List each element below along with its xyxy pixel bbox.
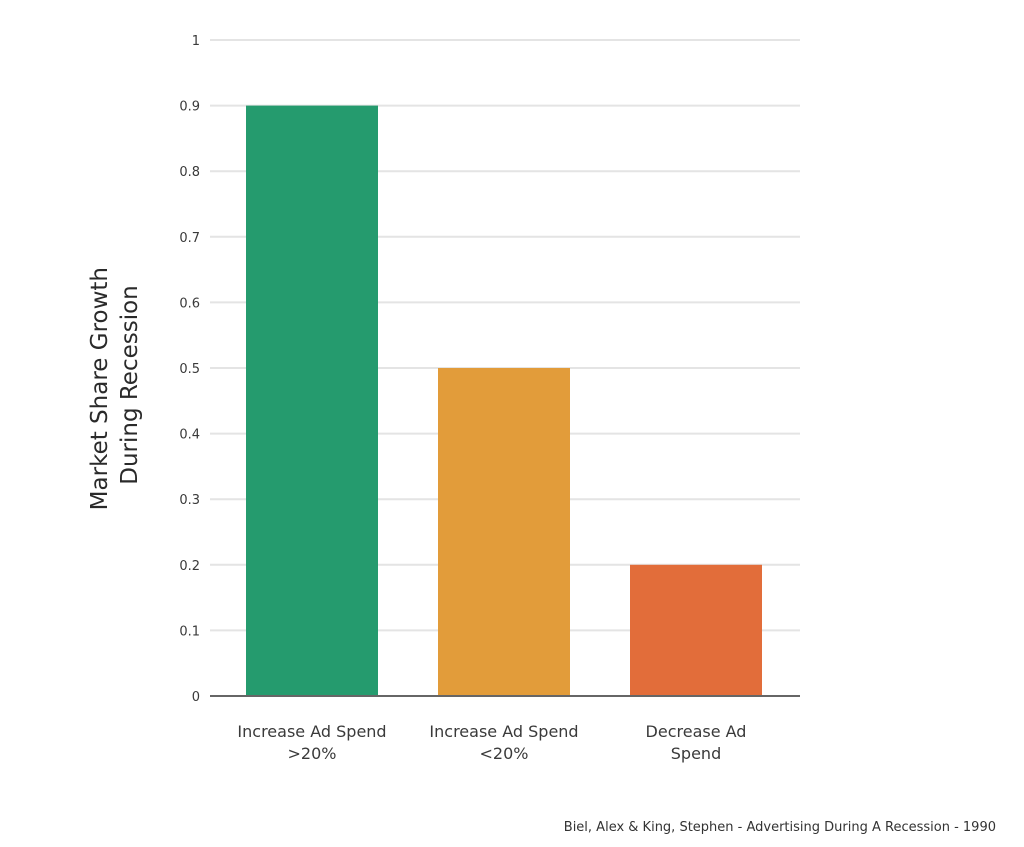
bar [246,105,378,697]
y-axis-title: Market Share Growth During Recession [87,260,143,511]
y-tick-label: 0.7 [179,231,200,246]
bars [246,105,762,697]
x-category-labels: Increase Ad Spend >20% Increase Ad Spend <2… [237,722,746,763]
y-tick-label: 0.6 [179,296,200,311]
y-axis-title-line-1: Market Share Growth [87,267,113,510]
bar [630,564,762,696]
y-tick-label: 0 [192,690,200,705]
y-tick-label: 1 [192,34,200,49]
y-tick-label: 0.2 [179,559,200,574]
y-tick-label: 0.1 [179,624,200,639]
source-note: Biel, Alex & King, Stephen - Advertising… [563,820,996,835]
y-tick-label: 0.8 [179,165,200,180]
y-axis-title-line-2: During Recession [117,285,143,485]
bar [438,368,570,696]
y-tick-labels: 0 0.1 0.2 0.3 0.4 0.5 0.6 0.7 0.8 0.9 1 [179,34,200,705]
y-tick-label: 0.9 [179,100,200,115]
x-category-label: Increase Ad Spend <20% [429,722,578,763]
x-category-label: Increase Ad Spend >20% [237,722,386,763]
y-tick-label: 0.5 [179,362,200,377]
y-tick-label: 0.3 [179,493,200,508]
y-tick-label: 0.4 [179,428,200,443]
x-category-label: Decrease Ad Spend [646,722,747,763]
